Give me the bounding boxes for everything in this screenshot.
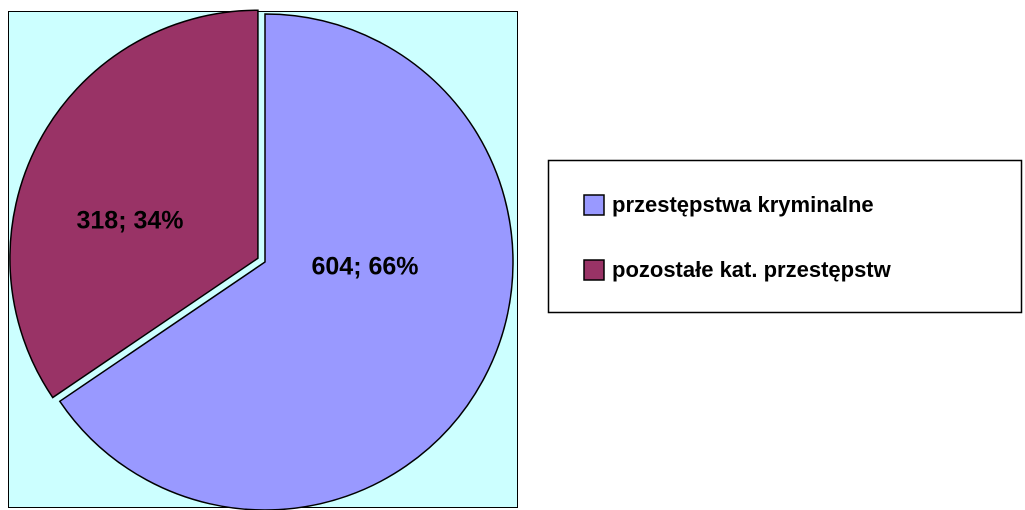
data-label: 318; 34%: [76, 207, 183, 235]
legend-swatch: [583, 194, 605, 216]
legend: [547, 159, 1023, 314]
legend-label: pozostałe kat. przestępstw: [612, 257, 892, 282]
data-label: 604; 66%: [311, 253, 418, 281]
pie-slice: [58, 13, 514, 510]
pie-slice: [9, 9, 259, 399]
legend-swatch: [583, 259, 605, 281]
legend-label: przestępstwa kryminalne: [612, 192, 874, 217]
